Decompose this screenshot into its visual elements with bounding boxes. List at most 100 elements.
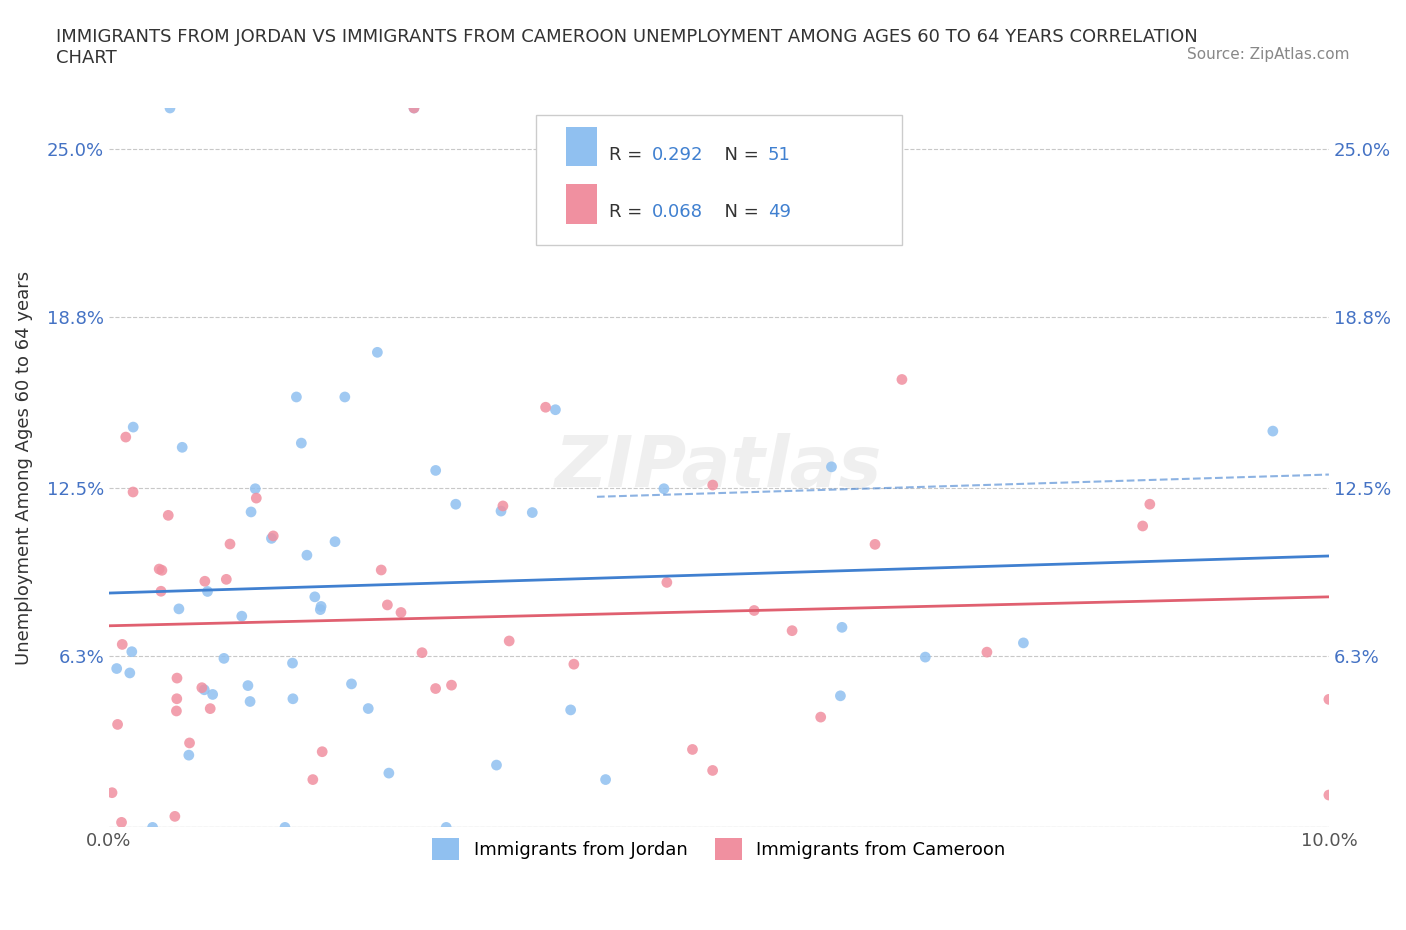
- Point: [810, 710, 832, 724]
- Point: [110, 815, 132, 830]
- Point: [212, 651, 235, 666]
- Point: [274, 820, 297, 835]
- Text: N =: N =: [713, 203, 765, 221]
- Point: [309, 599, 332, 614]
- Point: [702, 478, 724, 493]
- Point: [440, 678, 463, 693]
- Point: [863, 537, 886, 551]
- Point: [544, 403, 567, 418]
- Point: [105, 661, 128, 676]
- Point: [595, 772, 617, 787]
- Text: R =: R =: [609, 146, 648, 164]
- Point: [402, 100, 425, 115]
- Point: [652, 482, 675, 497]
- Point: [831, 620, 853, 635]
- Point: [562, 657, 585, 671]
- Point: [820, 459, 842, 474]
- Text: R =: R =: [609, 203, 648, 221]
- Point: [914, 650, 936, 665]
- Text: 0.292: 0.292: [652, 146, 703, 164]
- Point: [191, 680, 214, 695]
- Point: [830, 688, 852, 703]
- Point: [177, 748, 200, 763]
- Point: [101, 785, 124, 800]
- Point: [976, 644, 998, 659]
- Point: [1132, 519, 1154, 534]
- Point: [201, 687, 224, 702]
- Point: [485, 758, 508, 773]
- Point: [492, 498, 515, 513]
- Point: [111, 637, 134, 652]
- Point: [172, 440, 194, 455]
- Point: [148, 562, 170, 577]
- Point: [118, 666, 141, 681]
- Point: [389, 605, 412, 620]
- Point: [150, 563, 173, 578]
- Point: [1261, 424, 1284, 439]
- Point: [260, 531, 283, 546]
- Point: [425, 463, 447, 478]
- Point: [166, 671, 188, 685]
- Text: 51: 51: [768, 146, 790, 164]
- Point: [122, 485, 145, 499]
- Point: [498, 633, 520, 648]
- Point: [304, 590, 326, 604]
- Point: [366, 345, 388, 360]
- Point: [1012, 635, 1035, 650]
- Point: [295, 548, 318, 563]
- Point: [655, 575, 678, 590]
- Point: [239, 694, 262, 709]
- Point: [245, 491, 267, 506]
- Point: [200, 701, 222, 716]
- Point: [301, 772, 323, 787]
- Text: Source: ZipAtlas.com: Source: ZipAtlas.com: [1187, 46, 1350, 61]
- Point: [107, 717, 129, 732]
- Point: [240, 504, 263, 519]
- Point: [357, 701, 380, 716]
- Text: N =: N =: [713, 146, 765, 164]
- Point: [290, 435, 312, 450]
- Point: [402, 100, 425, 115]
- Point: [165, 703, 187, 718]
- Point: [309, 602, 332, 617]
- Point: [534, 400, 557, 415]
- Point: [1139, 497, 1161, 512]
- Text: 49: 49: [768, 203, 790, 221]
- Point: [236, 678, 259, 693]
- FancyBboxPatch shape: [567, 126, 598, 166]
- Point: [281, 691, 304, 706]
- Point: [245, 482, 267, 497]
- Point: [377, 597, 399, 612]
- Point: [333, 390, 356, 405]
- Point: [522, 505, 544, 520]
- Point: [193, 683, 215, 698]
- Point: [281, 656, 304, 671]
- Text: ZIPatlas: ZIPatlas: [555, 433, 883, 502]
- Y-axis label: Unemployment Among Ages 60 to 64 years: Unemployment Among Ages 60 to 64 years: [15, 271, 32, 665]
- Point: [434, 820, 457, 835]
- Point: [163, 809, 186, 824]
- Point: [682, 742, 704, 757]
- Point: [311, 744, 333, 759]
- Point: [150, 584, 173, 599]
- Point: [370, 563, 392, 578]
- Point: [122, 419, 145, 434]
- Point: [560, 702, 582, 717]
- Point: [489, 504, 512, 519]
- FancyBboxPatch shape: [567, 184, 598, 224]
- Point: [1317, 788, 1340, 803]
- Point: [323, 534, 346, 549]
- Point: [1317, 692, 1340, 707]
- Point: [197, 584, 219, 599]
- Point: [159, 100, 181, 115]
- Point: [194, 574, 217, 589]
- Point: [411, 645, 433, 660]
- Point: [742, 603, 765, 618]
- Point: [340, 676, 363, 691]
- Point: [444, 497, 467, 512]
- Point: [157, 508, 180, 523]
- FancyBboxPatch shape: [536, 115, 901, 245]
- Point: [121, 644, 143, 659]
- Text: IMMIGRANTS FROM JORDAN VS IMMIGRANTS FROM CAMEROON UNEMPLOYMENT AMONG AGES 60 TO: IMMIGRANTS FROM JORDAN VS IMMIGRANTS FRO…: [56, 28, 1198, 67]
- Point: [262, 528, 284, 543]
